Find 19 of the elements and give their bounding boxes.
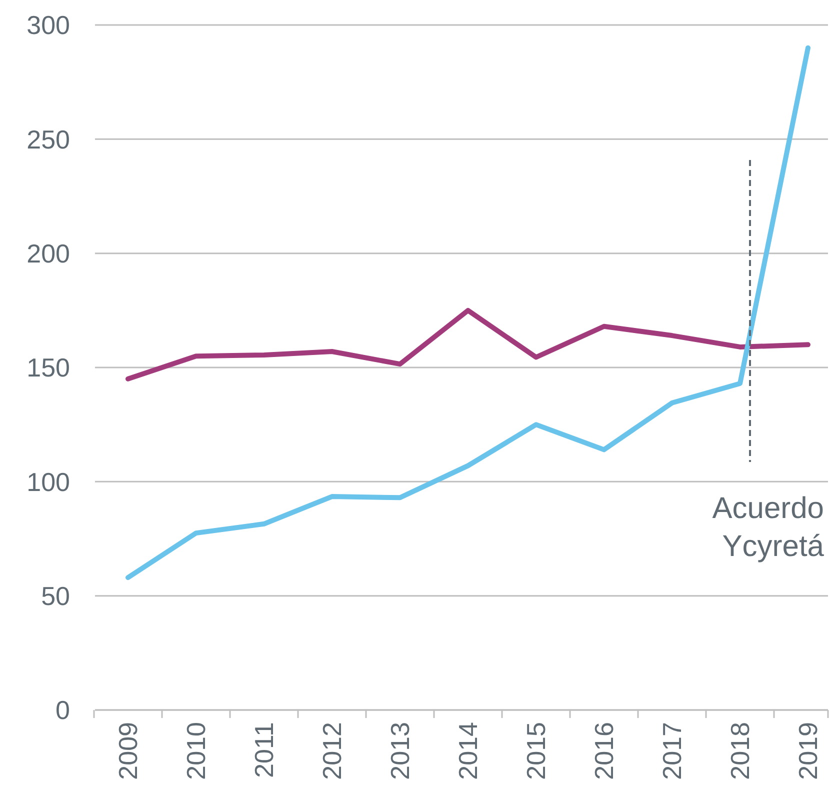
y-tick-label: 150: [26, 352, 70, 383]
x-tick-label: 2010: [181, 722, 211, 780]
x-tick-label: 2013: [385, 722, 415, 780]
x-tick-label: 2019: [793, 722, 823, 780]
x-tick-label: 2018: [725, 722, 755, 780]
x-tick-label: 2016: [589, 722, 619, 780]
y-tick-label: 300: [26, 10, 70, 40]
x-tick-label: 2012: [317, 722, 347, 780]
x-tick-label: 2011: [249, 722, 279, 778]
y-tick-label: 100: [26, 466, 70, 497]
ref-line-label: Acuerdo Ycyretá: [712, 492, 824, 563]
y-tick-label: 0: [56, 695, 70, 726]
x-tick-label: 2015: [521, 722, 551, 780]
x-tick-label: 2017: [657, 722, 687, 780]
y-tick-label: 200: [26, 238, 70, 268]
y-tick-label: 50: [41, 580, 70, 611]
x-tick-label: 2009: [113, 722, 143, 780]
y-tick-label: 250: [26, 124, 70, 154]
x-tick-label: 2014: [453, 722, 483, 780]
